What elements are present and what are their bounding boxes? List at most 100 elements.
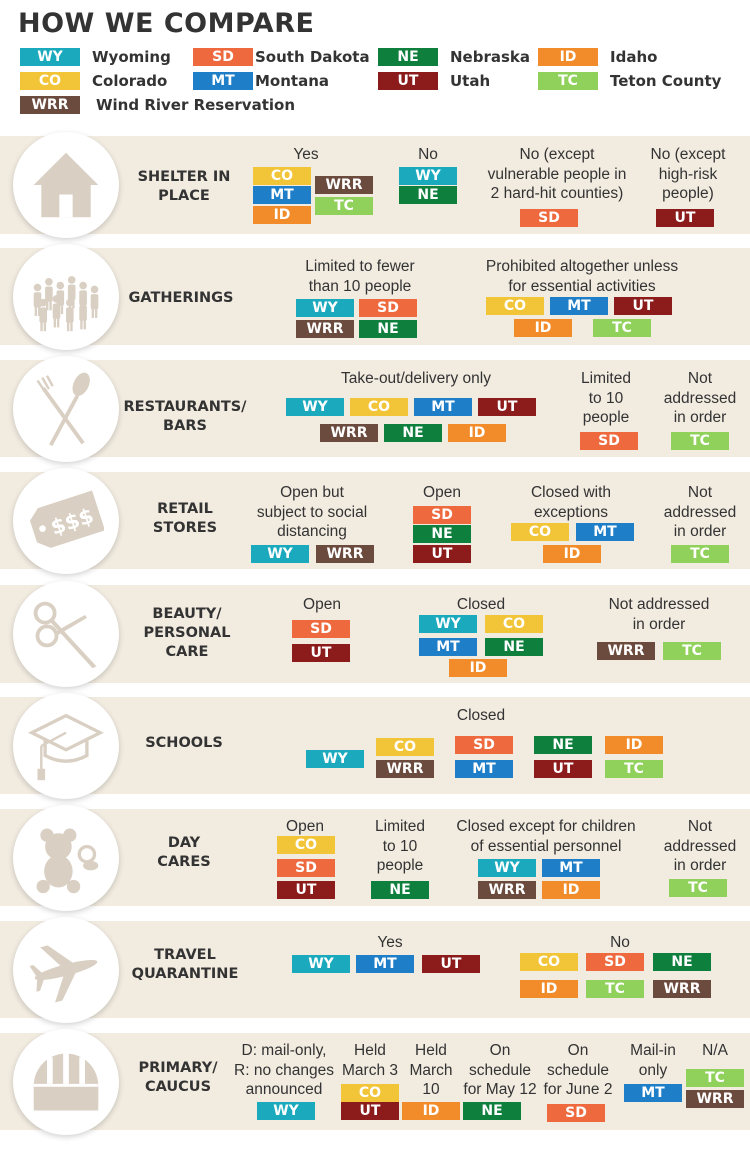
group-label: Mail-in only <box>630 1042 676 1079</box>
category-label: GATHERINGS <box>128 290 234 306</box>
group-label: Not addressed in order <box>608 596 710 633</box>
crowd-icon <box>13 243 119 350</box>
badge-co: CO <box>486 297 544 315</box>
badge-id: ID <box>520 980 578 998</box>
badge-co: CO <box>350 398 408 416</box>
group-label: Take-out/delivery only <box>341 370 491 387</box>
badge-ut: UT <box>614 297 672 315</box>
badge-wy: WY <box>286 398 344 416</box>
badge-tc: TC <box>686 1069 744 1087</box>
badge-sd: SD <box>413 506 471 524</box>
badge-mt: MT <box>624 1084 682 1102</box>
group-label: Open <box>303 596 341 613</box>
teddy-bear-icon <box>13 804 119 911</box>
scissors-icon <box>13 581 119 687</box>
legend-badge-mt: MT <box>193 72 253 90</box>
badge-mt: MT <box>253 186 311 204</box>
badge-ut: UT <box>341 1102 399 1120</box>
badge-ne: NE <box>399 186 457 204</box>
badge-id: ID <box>514 319 572 337</box>
fork-spoon-icon <box>13 355 119 462</box>
badge-wy: WY <box>292 955 350 973</box>
badge-tc: TC <box>663 642 721 660</box>
legend-item-ut: UT Utah <box>378 71 490 91</box>
group-label: Closed with exceptions <box>530 484 612 521</box>
badge-ut: UT <box>422 955 480 973</box>
badge-co: CO <box>511 523 569 541</box>
badge-id: ID <box>542 881 600 899</box>
category-label: SCHOOLS <box>145 735 223 751</box>
legend-item-id: ID Idaho <box>538 47 657 67</box>
group-label: Prohibited altogether unless for essenti… <box>485 258 679 295</box>
badge-mt: MT <box>576 523 634 541</box>
badge-id: ID <box>402 1102 460 1120</box>
category-label: BEAUTY/ PERSONAL CARE <box>143 606 231 660</box>
badge-ne: NE <box>463 1102 521 1120</box>
badge-ut: UT <box>292 644 350 662</box>
badge-wrr: WRR <box>597 642 655 660</box>
group-label: No (except vulnerable people in 2 hard-h… <box>487 146 627 202</box>
legend-label: Idaho <box>610 48 658 66</box>
legend-item-wy: WY Wyoming <box>20 47 171 67</box>
badge-mt: MT <box>542 859 600 877</box>
legend-badge-co: CO <box>20 72 80 90</box>
group-label: Yes <box>377 934 403 951</box>
legend-badge-sd: SD <box>193 48 253 66</box>
badge-tc: TC <box>671 432 729 450</box>
badge-sd: SD <box>455 736 513 754</box>
legend-label: Utah <box>450 72 491 90</box>
badge-co: CO <box>341 1084 399 1102</box>
group-label: On schedule for June 2 <box>543 1042 613 1098</box>
legend-badge-wy: WY <box>20 48 80 66</box>
price-tag-icon: $$$ <box>13 467 119 574</box>
legend-item-ne: NE Nebraska <box>378 47 530 67</box>
badge-ut: UT <box>478 398 536 416</box>
legend-item-co: CO Colorado <box>20 71 167 91</box>
legend-label: Montana <box>255 72 330 90</box>
badge-wy: WY <box>478 859 536 877</box>
group-label: Open <box>423 484 461 501</box>
badge-mt: MT <box>414 398 472 416</box>
ballot-box-icon <box>13 1028 119 1135</box>
group-label: Not addressed in order <box>663 370 737 426</box>
badge-co: CO <box>376 738 434 756</box>
group-label: N/A <box>702 1042 728 1059</box>
badge-id: ID <box>253 206 311 224</box>
badge-wrr: WRR <box>316 545 374 563</box>
group-label: Not addressed in order <box>663 484 737 540</box>
legend-label: Wind River Reservation <box>96 96 296 114</box>
row-band <box>0 585 750 683</box>
badge-wy: WY <box>296 299 354 317</box>
badge-mt: MT <box>419 638 477 656</box>
group-label: Closed except for children of essential … <box>456 818 636 855</box>
badge-sd: SD <box>277 859 335 877</box>
badge-id: ID <box>605 736 663 754</box>
badge-wrr: WRR <box>376 760 434 778</box>
badge-co: CO <box>253 167 311 185</box>
page-title: HOW WE COMPARE <box>18 8 315 39</box>
badge-sd: SD <box>520 209 578 227</box>
airplane-icon <box>13 916 119 1023</box>
badge-id: ID <box>448 424 506 442</box>
badge-sd: SD <box>359 299 417 317</box>
legend-item-sd: SD South Dakota <box>193 47 370 67</box>
badge-sd: SD <box>547 1104 605 1122</box>
badge-wy: WY <box>419 615 477 633</box>
badge-wrr: WRR <box>296 320 354 338</box>
badge-wy: WY <box>306 750 364 768</box>
group-label: No <box>610 934 630 951</box>
badge-wrr: WRR <box>653 980 711 998</box>
badge-wy: WY <box>399 167 457 185</box>
legend-badge-ne: NE <box>378 48 438 66</box>
legend-item-tc: TC Teton County <box>538 71 721 91</box>
badge-sd: SD <box>586 953 644 971</box>
badge-sd: SD <box>292 620 350 638</box>
group-label: Open but subject to social distancing <box>256 484 368 540</box>
badge-wrr: WRR <box>315 176 373 194</box>
badge-mt: MT <box>550 297 608 315</box>
row-band <box>0 472 750 569</box>
group-label: Not addressed in order <box>663 818 737 874</box>
legend-label: Nebraska <box>450 48 531 66</box>
category-label: DAY CARES <box>157 835 211 870</box>
legend-item-mt: MT Montana <box>193 71 329 91</box>
